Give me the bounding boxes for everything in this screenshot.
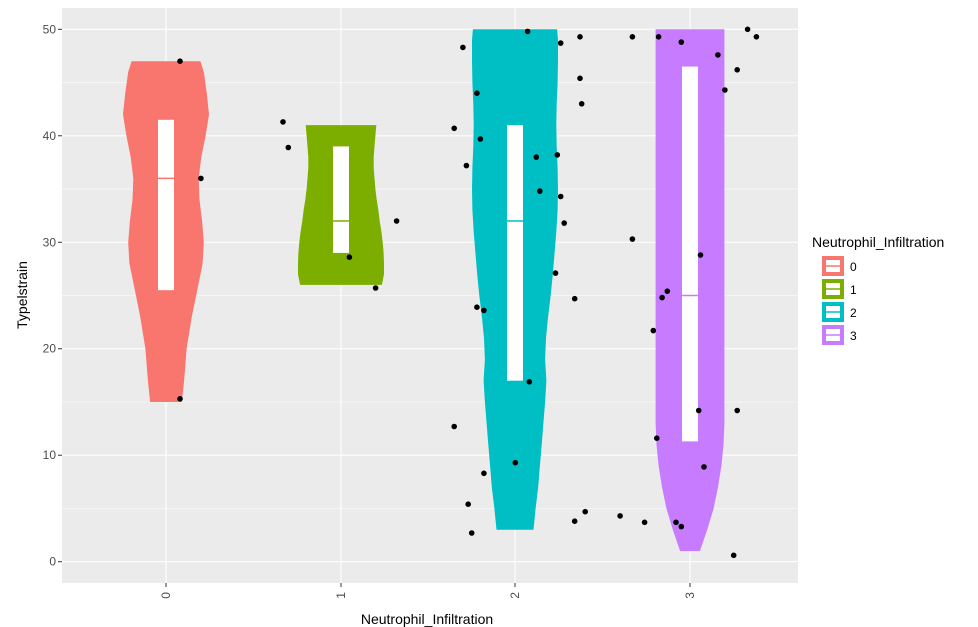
point-2 <box>524 28 531 35</box>
point-2 <box>533 154 540 160</box>
point-3 <box>734 407 740 414</box>
y-tick-label: 0 <box>49 555 56 569</box>
point-2 <box>468 530 475 536</box>
point-2 <box>477 136 484 142</box>
point-1 <box>280 119 286 125</box>
x-tick-label: 1 <box>334 592 348 599</box>
legend-label-3: 3 <box>850 329 857 343</box>
point-3 <box>744 26 751 33</box>
y-axis: 0 10 20 30 40 50 <box>43 22 62 569</box>
point-3 <box>673 519 679 526</box>
jitter-points <box>177 26 760 559</box>
point-1 <box>372 285 379 291</box>
box-1 <box>333 146 349 253</box>
point-3 <box>654 435 660 442</box>
point-2 <box>571 295 578 302</box>
point-3 <box>629 236 636 242</box>
point-2 <box>577 34 583 40</box>
point-2 <box>571 518 578 524</box>
box-3 <box>682 66 698 442</box>
point-2 <box>474 90 480 96</box>
point-2 <box>460 44 466 51</box>
point-3 <box>650 327 657 334</box>
point-3 <box>715 52 721 58</box>
x-axis: 0 1 2 3 <box>159 583 697 599</box>
point-2 <box>561 220 567 226</box>
point-2 <box>481 470 487 477</box>
box-0 <box>158 119 174 291</box>
legend: Neutrophil_Infiltration 0 1 2 3 <box>812 234 944 345</box>
y-tick-label: 10 <box>43 448 57 462</box>
point-2 <box>451 423 458 430</box>
point-1 <box>393 218 400 224</box>
y-axis-title: Typelstrain <box>14 261 30 329</box>
point-3 <box>730 552 737 559</box>
point-3 <box>655 34 662 40</box>
point-1 <box>346 254 353 260</box>
x-tick-label: 2 <box>508 592 522 599</box>
x-tick-label: 3 <box>683 592 697 599</box>
point-3 <box>617 513 623 519</box>
point-2 <box>578 101 585 107</box>
point-2 <box>474 304 480 311</box>
point-2 <box>526 379 533 385</box>
point-2 <box>451 125 458 132</box>
point-1 <box>285 144 292 151</box>
point-0 <box>177 396 183 402</box>
legend-label-2: 2 <box>850 306 857 320</box>
point-0 <box>177 58 183 64</box>
x-tick-label: 0 <box>159 592 173 599</box>
point-3 <box>753 34 760 40</box>
point-3 <box>664 288 671 295</box>
box-2 <box>507 125 523 381</box>
point-3 <box>695 407 702 414</box>
y-tick-label: 50 <box>43 22 57 36</box>
point-2 <box>552 270 559 276</box>
point-2 <box>512 459 519 466</box>
point-3 <box>659 294 665 301</box>
legend-title: Neutrophil_Infiltration <box>812 234 944 250</box>
point-2 <box>481 307 487 314</box>
x-axis-title: Neutrophil_Infiltration <box>361 611 493 627</box>
legend-label-1: 1 <box>850 283 857 297</box>
y-tick-label: 40 <box>43 129 57 143</box>
point-2 <box>577 75 583 82</box>
point-2 <box>557 193 564 200</box>
point-3 <box>701 464 707 470</box>
point-2 <box>537 188 543 194</box>
point-2 <box>582 508 588 515</box>
point-3 <box>697 252 704 258</box>
point-0 <box>198 175 204 182</box>
point-2 <box>463 162 470 169</box>
point-3 <box>678 523 685 530</box>
point-3 <box>678 39 685 45</box>
point-3 <box>722 87 728 93</box>
point-2 <box>557 40 564 46</box>
legend-label-0: 0 <box>850 260 857 274</box>
point-2 <box>465 501 472 508</box>
point-2 <box>554 152 561 158</box>
y-tick-label: 30 <box>43 235 57 249</box>
y-tick-label: 20 <box>43 342 57 356</box>
point-3 <box>734 67 740 73</box>
point-3 <box>641 519 648 526</box>
point-3 <box>629 34 636 40</box>
